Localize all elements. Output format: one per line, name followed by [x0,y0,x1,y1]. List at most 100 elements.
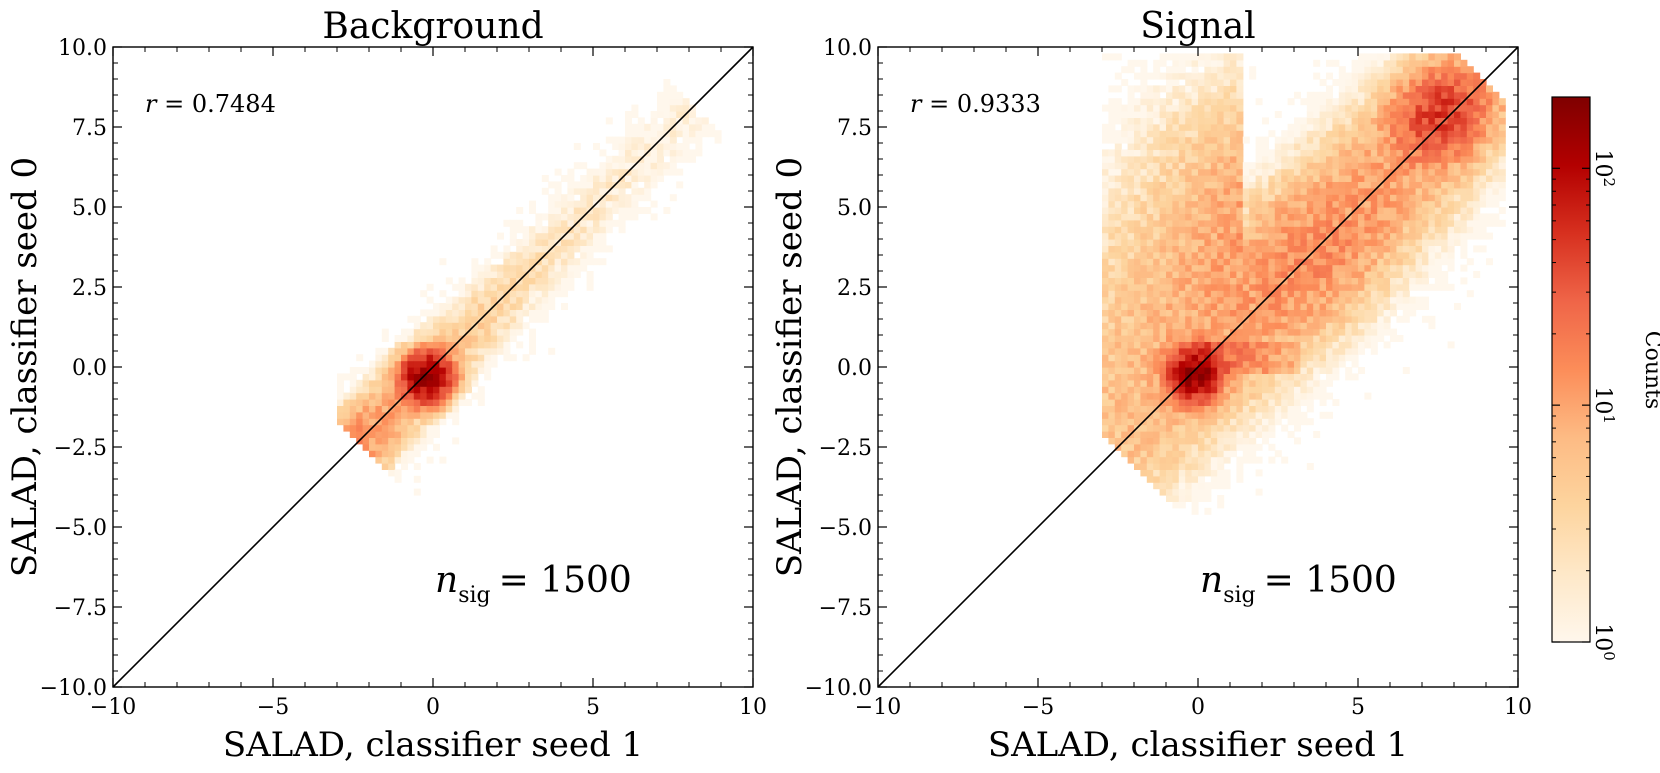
heatmap-cell [516,328,524,336]
heatmap-cell [1108,251,1116,259]
heatmap-cell [407,456,415,464]
heatmap-cell [445,315,453,323]
heatmap-cell [541,315,549,323]
heatmap-cell [1166,303,1173,310]
heatmap-cell [1210,271,1218,278]
heatmap-cell [522,303,530,310]
heatmap-cell [490,309,498,317]
heatmap-cell [1345,296,1353,304]
heatmap-cell [375,354,383,362]
heatmap-cell [1140,245,1148,253]
heatmap-cell [1428,66,1436,74]
heatmap-cell [1249,405,1257,413]
heatmap-cell [1172,347,1180,355]
heatmap-cell [625,136,632,144]
heatmap-cell [1447,168,1455,176]
heatmap-cell [1454,219,1461,227]
heatmap-cell [1338,175,1346,182]
heatmap-cell [1198,213,1205,221]
heatmap-cell [477,335,485,342]
heatmap-cell [522,239,530,246]
heatmap-cell [1422,232,1429,240]
heatmap-cell [1390,59,1397,67]
heatmap-cell [1127,341,1135,349]
heatmap-cell [1281,328,1289,336]
heatmap-cell [1217,104,1225,112]
heatmap-cell [458,315,466,323]
heatmap-cell [1332,162,1340,170]
heatmap-cell [1166,341,1173,349]
heatmap-cell [1114,322,1122,330]
heatmap-cell [1351,290,1359,298]
heatmap-cell [631,181,639,189]
heatmap-cell [1210,187,1218,195]
heatmap-cell [605,162,613,170]
heatmap-cell [1262,149,1269,157]
x-tick-label: 5 [1351,695,1365,720]
heatmap-cell [1351,149,1359,157]
heatmap-cell [1140,271,1148,278]
heatmap-cell [1134,239,1141,246]
heatmap-cell [1121,315,1129,323]
heatmap-cell [1166,200,1173,208]
heatmap-cell [1166,437,1173,445]
heatmap-cell [1345,130,1353,138]
heatmap-cell [388,379,396,387]
heatmap-cell [1447,72,1455,80]
heatmap-cell [394,405,402,413]
heatmap-cell [509,277,517,285]
heatmap-cell [1345,79,1353,86]
heatmap-cell [1486,104,1493,112]
heatmap-cell [1191,469,1199,477]
heatmap-cell [497,283,504,291]
heatmap-cell [1441,239,1449,246]
heatmap-cell [381,354,389,362]
heatmap-cell [1422,251,1429,259]
heatmap-cell [1242,136,1250,144]
heatmap-cell [1409,59,1417,67]
panel-title: Signal [1140,6,1255,47]
heatmap-cell [554,283,562,291]
heatmap-cell [1166,117,1173,125]
heatmap-cell [657,91,664,99]
heatmap-cell [1492,111,1500,118]
heatmap-cell [1294,251,1301,259]
heatmap-cell [599,181,607,189]
heatmap-cell [535,226,543,234]
heatmap-cell [375,431,383,438]
heatmap-cell [413,424,421,432]
heatmap-cell [337,399,344,406]
heatmap-cell [1268,431,1276,438]
heatmap-cell [1345,200,1353,208]
heatmap-cell [407,392,415,400]
heatmap-cell [567,277,575,285]
heatmap-cell [1422,53,1429,61]
heatmap-cell [1223,469,1231,477]
heatmap-cell [1102,283,1109,291]
heatmap-cell [1396,213,1404,221]
heatmap-cell [1114,405,1122,413]
heatmap-cell [541,226,549,234]
heatmap-cell [1268,303,1276,310]
heatmap-cell [1159,194,1167,202]
heatmap-cell [1262,290,1269,298]
heatmap-cell [1294,213,1301,221]
heatmap-cell [1428,232,1436,240]
heatmap-cell [714,130,722,138]
heatmap-cell [1390,181,1397,189]
heatmap-cell [1268,335,1276,342]
heatmap-cell [1102,155,1109,163]
heatmap-cell [1294,130,1301,138]
heatmap-cell [1108,123,1116,131]
heatmap-cell [1172,66,1180,74]
heatmap-cell [1255,194,1263,202]
heatmap-cell [1268,392,1276,400]
heatmap-cell [1460,72,1468,80]
heatmap-cell [1210,379,1218,387]
heatmap-cell [1198,315,1205,323]
heatmap-cell [413,405,421,413]
heatmap-cell [1409,194,1417,202]
heatmap-cell [1204,283,1212,291]
heatmap-cell [497,309,504,317]
heatmap-cell [1300,290,1308,298]
